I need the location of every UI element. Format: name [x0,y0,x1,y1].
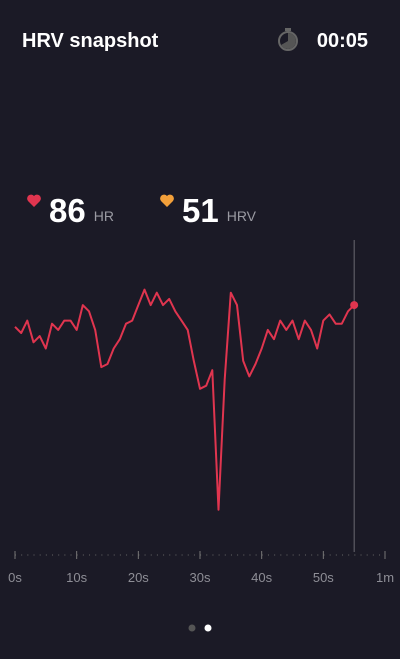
title: HRV snapshot [22,30,159,52]
page-dot-active[interactable] [204,624,212,632]
x-tick-label: 10s [66,570,87,585]
x-tick-label: 40s [251,570,272,585]
x-tick-label: 0s [8,570,22,585]
x-tick-label: 30s [190,570,211,585]
x-tick-label: 20s [128,570,149,585]
stat-value: 86 [49,192,86,229]
x-tick-label: 1m [376,570,394,585]
heart-icon [160,194,174,207]
stats: 86 HR 51 HRV [27,192,257,229]
stopwatch-icon [278,28,298,51]
stat-label: HR [94,208,114,224]
stat-label: HRV [227,208,257,224]
page-dot[interactable] [188,624,196,632]
timer: 00:05 [317,30,368,52]
current-point [350,301,359,310]
heart-icon [27,194,41,207]
hrv-line [14,288,355,511]
x-tick-label: 50s [313,570,334,585]
stat-value: 51 [182,192,219,229]
chart: 0s 10s 20s 30s 40s 50s 1m [8,240,394,585]
